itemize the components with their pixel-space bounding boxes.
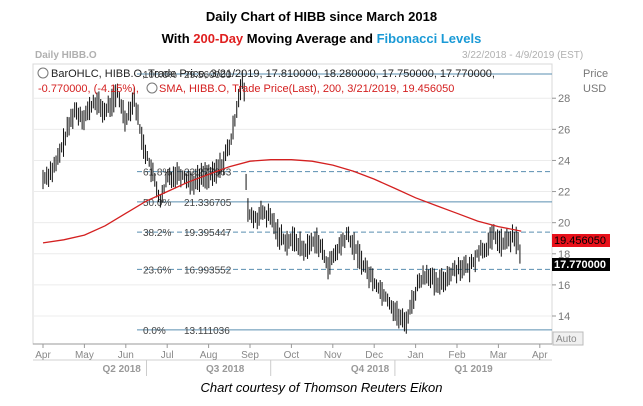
fibonacci-levels: 0.0% 13.111036 23.6% 16.993552 38.2% 19.39544… — [137, 70, 552, 337]
fib-value-label: 29.560000 — [184, 70, 232, 81]
x-tick-label: Aug — [200, 350, 218, 361]
chart-title: Daily Chart of HIBB since March 2018 — [205, 9, 438, 24]
last-price-text: 17.770000 — [554, 259, 606, 271]
plot-frame — [32, 63, 553, 345]
fib-level-label: 38.2% — [143, 228, 171, 239]
price-bars — [42, 70, 521, 334]
fib-level-label: 0.0% — [143, 326, 166, 337]
instrument-label: Daily HIBB.O — [35, 50, 97, 61]
x-tick-label: Oct — [284, 350, 300, 361]
fib-level-label: 100.0% — [143, 70, 177, 81]
fib-value-label: 19.395447 — [184, 228, 232, 239]
sma-value-text: 19.456050 — [554, 235, 606, 247]
x-tick-label: Apr — [35, 350, 51, 361]
legend-sma: SMA, HIBB.O, Trade Price(Last), 200, 3/2… — [159, 83, 454, 95]
y-tick-label: 14 — [558, 311, 570, 323]
fib-value-label: 23.277963 — [184, 168, 232, 179]
x-tick-label: Jan — [408, 350, 424, 361]
subtitle-prefix: With — [161, 31, 194, 46]
x-tick-label: Nov — [324, 350, 342, 361]
x-tick-label: Dec — [365, 350, 383, 361]
auto-scale-button[interactable] — [552, 331, 584, 346]
sma-line — [42, 159, 522, 244]
fib-value-label: 13.111036 — [184, 326, 230, 337]
x-tick-label: Apr — [532, 350, 548, 361]
x-tick-label: Mar — [490, 350, 508, 361]
chart-subtitle: With 200-Day Moving Average and Fibonacc… — [0, 31, 643, 46]
x-tick-label: Feb — [448, 350, 466, 361]
y-tick-label: 16 — [558, 280, 570, 292]
last-price-badge — [552, 258, 610, 271]
fib-level-label: 23.6% — [143, 265, 171, 276]
y-tick-label: 24 — [558, 155, 570, 167]
x-tick-label: Jul — [161, 350, 174, 361]
subtitle-middle: Moving Average and — [243, 31, 377, 46]
fib-level-label: 61.8% — [143, 168, 171, 179]
gridlines — [33, 97, 552, 317]
y-axis: 14 16 18 20 22 24 26 28 — [552, 93, 570, 323]
fib-level-label: 50.0% — [143, 198, 171, 209]
quarter-label: Q1 2019 — [454, 364, 493, 375]
y-tick-label: 26 — [558, 124, 570, 136]
fib-value-label: 16.993552 — [184, 265, 232, 276]
y-tick-label: 18 — [558, 249, 570, 261]
subtitle-fibonacci: Fibonacci Levels — [376, 31, 482, 46]
axis-units-price: Price — [583, 68, 608, 80]
fib-value-label: 21.336705 — [184, 198, 232, 209]
sma-value-badge — [552, 234, 610, 247]
x-tick-label: Sep — [241, 350, 259, 361]
x-tick-label: May — [75, 350, 94, 361]
date-range-label: 3/22/2018 - 4/9/2019 (EST) — [462, 50, 584, 61]
legend-ohlc: BarOHLC, HIBB.O, Trade Price, 3/21/2019,… — [51, 68, 495, 80]
x-tick-label: Jun — [118, 350, 134, 361]
legend-sma-icon[interactable] — [146, 82, 158, 94]
auto-scale-label: Auto — [556, 334, 577, 345]
x-axis: Apr May Jun Jul Aug Sep Oct Nov Dec Jan Feb Mar Apr Q… — [35, 344, 548, 376]
legend-zoom-icon[interactable] — [37, 67, 49, 79]
y-tick-label: 20 — [558, 218, 570, 230]
quarter-label: Q2 2018 — [102, 364, 141, 375]
quarter-label: Q3 2018 — [206, 364, 245, 375]
chart-caption: Chart courtesy of Thomson Reuters Eikon — [200, 380, 443, 395]
quarter-label: Q4 2018 — [351, 364, 390, 375]
axis-units-usd: USD — [583, 83, 606, 95]
y-tick-label: 28 — [558, 93, 570, 105]
y-tick-label: 22 — [558, 187, 570, 199]
sma-200-line — [42, 159, 522, 244]
subtitle-sma: 200-Day — [193, 31, 244, 46]
legend-change: -0.770000, (-4.15%), — [38, 83, 139, 95]
